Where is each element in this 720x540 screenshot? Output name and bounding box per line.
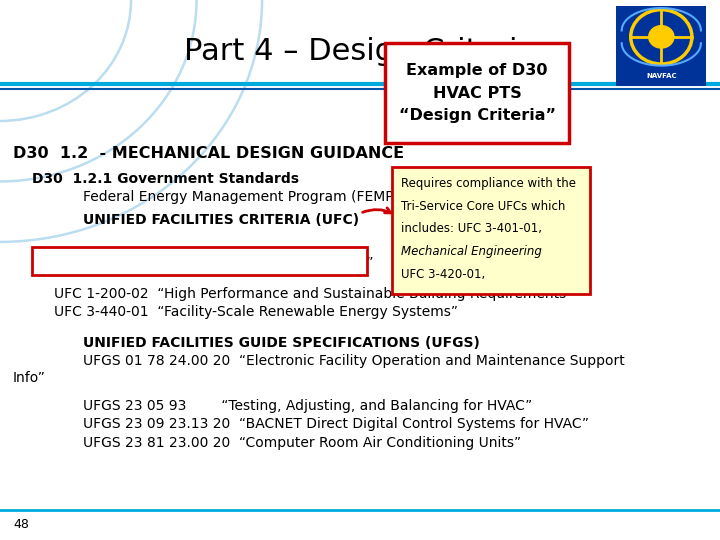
Text: D30  1.2.1 Government Standards: D30 1.2.1 Government Standards xyxy=(32,172,300,186)
Text: UFGS 23 09 23.13 20  “BACNET Direct Digital Control Systems for HVAC”: UFGS 23 09 23.13 20 “BACNET Direct Digit… xyxy=(83,417,589,431)
Bar xyxy=(32,247,367,275)
Text: NAVFAC: NAVFAC xyxy=(646,73,677,79)
Text: UFC 1-200-02  “High Performance and Sustainable Building Requirements”: UFC 1-200-02 “High Performance and Susta… xyxy=(54,287,573,301)
Text: UFGS 23 81 23.00 20  “Computer Room Air Conditioning Units”: UFGS 23 81 23.00 20 “Computer Room Air C… xyxy=(83,436,521,450)
Text: D30  1.2  - MECHANICAL DESIGN GUIDANCE: D30 1.2 - MECHANICAL DESIGN GUIDANCE xyxy=(13,146,404,161)
Text: UFC 3-420-01,: UFC 3-420-01, xyxy=(401,268,489,281)
Text: Info”: Info” xyxy=(13,371,46,385)
Text: Part 4 – Design Criteria: Part 4 – Design Criteria xyxy=(184,37,536,66)
Text: UFGS 01 78 24.00 20  “Electronic Facility Operation and Maintenance Support: UFGS 01 78 24.00 20 “Electronic Facility… xyxy=(83,354,624,368)
Bar xyxy=(392,167,590,294)
Text: Mechanical Engineering: Mechanical Engineering xyxy=(401,245,542,258)
Text: 48: 48 xyxy=(13,518,29,531)
Text: UFC 3-440-01  “Facility-Scale Renewable Energy Systems”: UFC 3-440-01 “Facility-Scale Renewable E… xyxy=(54,305,458,319)
Text: Federal Energy Management Program (FEMP): Federal Energy Management Program (FEMP) xyxy=(83,190,399,204)
Text: UFGS 23 05 93        “Testing, Adjusting, and Balancing for HVAC”: UFGS 23 05 93 “Testing, Adjusting, and B… xyxy=(83,399,532,413)
Text: includes: UFC 3-401-01,: includes: UFC 3-401-01, xyxy=(401,222,542,235)
Bar xyxy=(385,43,569,143)
Circle shape xyxy=(649,26,674,48)
Text: Requires compliance with the: Requires compliance with the xyxy=(401,177,576,190)
Text: Tri-Service Core UFCs which: Tri-Service Core UFCs which xyxy=(401,200,565,213)
Text: UNIFIED FACILITIES GUIDE SPECIFICATIONS (UFGS): UNIFIED FACILITIES GUIDE SPECIFICATIONS … xyxy=(83,336,480,350)
Text: UFC 1-200-01  “General Building Requirements”: UFC 1-200-01 “General Building Requireme… xyxy=(40,256,373,270)
Text: Example of D30
HVAC PTS
“Design Criteria”: Example of D30 HVAC PTS “Design Criteria… xyxy=(398,63,556,123)
Text: UNIFIED FACILITIES CRITERIA (UFC): UNIFIED FACILITIES CRITERIA (UFC) xyxy=(83,213,359,227)
